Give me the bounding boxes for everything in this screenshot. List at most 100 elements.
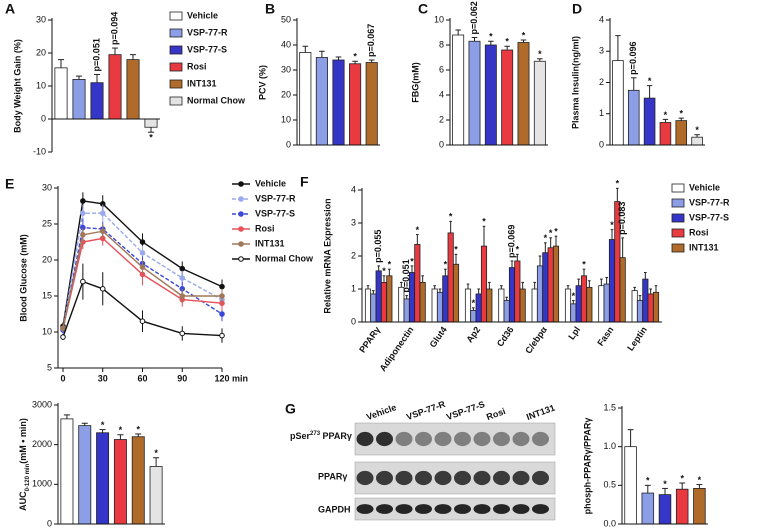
legend-swatch [671,198,685,208]
bar [647,293,654,323]
blot-band [415,431,432,447]
bar [564,288,572,323]
bar [675,120,688,146]
legend-swatch [238,181,244,187]
legend-swatch [238,256,244,262]
x-tick-label: 90 [177,373,187,383]
x-tick-label: 30 [98,373,108,383]
bar [375,270,382,323]
annotation: p=0.055 [373,230,383,263]
bar [519,288,526,323]
bar [484,44,497,146]
blot-band [434,504,452,514]
point [80,278,86,285]
annotation: * [572,291,576,301]
annotation: * [549,228,553,238]
annotation: * [646,476,650,486]
annotation: * [698,475,702,485]
y-tick-label: 20 [281,89,291,99]
y-tick-label: 40 [281,39,291,49]
bar [627,89,640,146]
annotation: * [454,245,458,255]
series-line [62,226,223,330]
blot-band [512,504,530,514]
legend-label: VSP-77-R [255,193,296,203]
blot-row-label: 273 [310,431,321,437]
bar [78,425,92,525]
bar [452,263,460,323]
bar [624,446,637,525]
blot-band [356,504,374,514]
y-axis-label: 0-120 min [25,463,31,491]
bar [72,79,86,120]
panel-letter: E [5,176,14,192]
legend-label: VSP-77-S [187,44,227,54]
bar [380,281,388,323]
point [219,293,225,299]
bar [470,310,477,323]
bar [480,245,488,323]
point [139,239,146,245]
point [139,318,146,325]
annotation: * [610,220,614,230]
annotation: * [119,425,123,435]
blot-band [434,431,452,447]
y-tick-label: 20 [36,47,46,57]
legend-label: INT131 [255,238,285,248]
series-line [62,212,223,329]
bar [542,252,549,323]
legend-swatch [238,196,244,202]
x-tick-label: Ap2 [464,325,482,345]
y-axis-label: (mM • min) [18,418,28,464]
annotation: * [410,256,414,266]
blot-band [376,470,393,486]
blot-band [532,504,549,514]
bar [403,298,410,323]
blot-band [395,504,413,514]
blot-band [376,504,393,514]
y-tick-label: 30 [281,64,291,74]
y-tick-label: 0 [351,316,356,326]
y-tick-label: 0.5 [603,480,616,490]
bar [60,418,74,525]
legend-label: VSP-77-S [255,208,295,218]
bar [608,239,616,323]
y-axis-label: Body Weight Gain (%) [12,39,22,133]
legend-label: Rosi [187,61,207,71]
bar [144,118,158,128]
blot-row-label: GAPDH [318,504,351,514]
y-tick-label: 30 [42,182,52,192]
x-tick-label: Leptin [625,325,649,353]
lane-label: VSP-77-R [405,399,447,422]
blot-band [532,470,549,486]
legend-label: Vehicle [689,182,720,192]
y-tick-label: 3000 [32,399,52,409]
panel-letter: A [5,1,15,17]
annotation: * [482,217,486,227]
panel-letter: G [285,401,296,417]
annotation: * [663,479,667,489]
bar [468,40,481,146]
blot-band [395,431,413,447]
annotation: p=0.051 [91,38,101,71]
legend-label: INT131 [689,242,719,252]
legend-swatch [169,79,183,89]
lane-label: Rosi [485,406,507,422]
bar [508,267,516,323]
bar [547,247,554,323]
annotation: * [154,448,158,458]
y-tick-label: 0.0 [603,518,616,528]
bar [598,285,605,323]
y-tick-label: 4 [439,89,444,99]
legend-swatch [671,213,685,223]
legend-label: Rosi [689,227,709,237]
bar [364,288,372,323]
y-tick-label: 2 [351,250,356,260]
bar [436,291,444,323]
y-tick-label: 0 [41,113,46,123]
point [99,228,106,234]
series-line [62,200,223,327]
bar [370,293,377,323]
y-axis-label: Blood Glucose (mM) [18,234,28,322]
blot-band [512,470,530,486]
